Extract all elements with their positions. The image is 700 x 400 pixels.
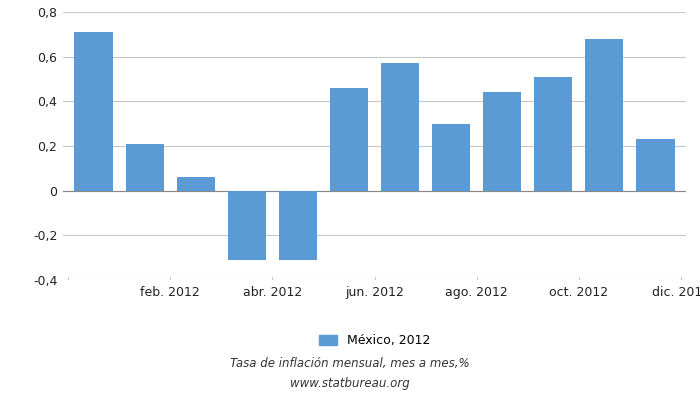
Bar bbox=[483, 92, 522, 191]
Bar bbox=[636, 139, 675, 191]
Bar bbox=[585, 39, 624, 191]
Legend: México, 2012: México, 2012 bbox=[319, 334, 430, 348]
Bar bbox=[432, 124, 470, 191]
Bar bbox=[279, 191, 317, 260]
Bar bbox=[125, 144, 164, 191]
Bar bbox=[74, 32, 113, 191]
Bar bbox=[381, 63, 419, 191]
Bar bbox=[330, 88, 368, 191]
Bar bbox=[534, 77, 573, 191]
Bar bbox=[176, 177, 215, 191]
Text: Tasa de inflación mensual, mes a mes,%: Tasa de inflación mensual, mes a mes,% bbox=[230, 358, 470, 370]
Bar bbox=[228, 191, 266, 260]
Text: www.statbureau.org: www.statbureau.org bbox=[290, 378, 410, 390]
